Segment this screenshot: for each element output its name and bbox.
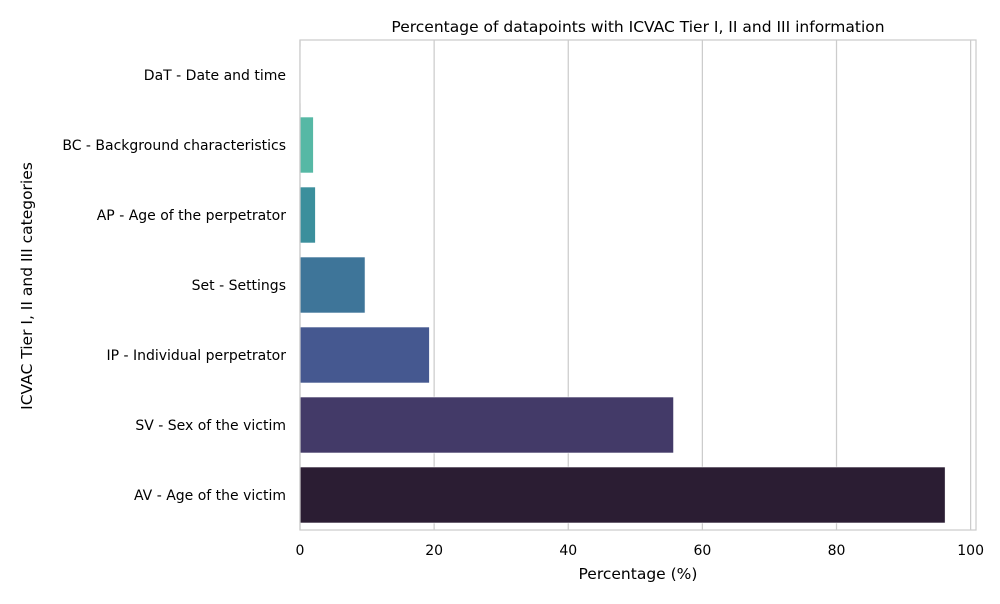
x-tick-label: 60	[693, 543, 711, 559]
y-axis-label: ICVAC Tier I, II and III categories	[18, 162, 36, 410]
bar-2	[299, 116, 314, 174]
y-tick-label: Set - Settings	[192, 278, 286, 294]
bar-3	[299, 186, 316, 244]
bar-7	[299, 466, 946, 524]
y-tick-labels: DaT - Date and time BC - Background chara…	[62, 68, 286, 504]
bar-4	[299, 256, 366, 314]
x-tick-labels: 0 20 40 60 80 100	[296, 543, 984, 559]
y-tick-label: DaT - Date and time	[144, 68, 286, 84]
x-tick-label: 80	[828, 543, 846, 559]
chart-title: Percentage of datapoints with ICVAC Tier…	[391, 18, 884, 36]
y-tick-label: SV - Sex of the victim	[135, 418, 286, 434]
x-axis-label: Percentage (%)	[579, 565, 698, 583]
y-tick-label: BC - Background characteristics	[62, 138, 286, 154]
y-tick-label: AP - Age of the perpetrator	[97, 208, 287, 224]
bar-6	[299, 396, 674, 454]
plot-frame	[299, 39, 977, 531]
bar-5	[299, 326, 430, 384]
grid-lines	[299, 40, 972, 530]
x-tick-label: 20	[425, 543, 443, 559]
plot-border	[299, 39, 977, 531]
y-tick-label: IP - Individual perpetrator	[106, 348, 286, 364]
bars	[299, 46, 946, 524]
y-tick-label: AV - Age of the victim	[134, 488, 286, 504]
x-tick-label: 40	[559, 543, 577, 559]
x-tick-label: 0	[296, 543, 305, 559]
x-tick-label: 100	[957, 543, 984, 559]
